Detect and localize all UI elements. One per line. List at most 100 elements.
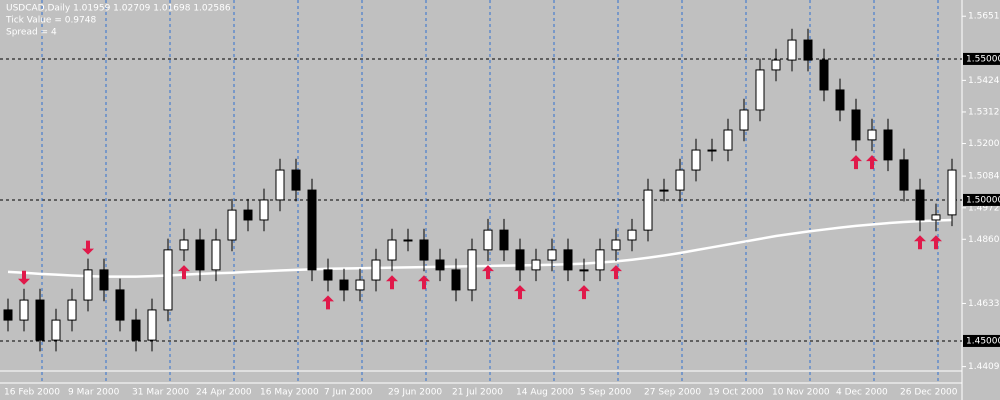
level-label: 1.45000 [966,336,1000,346]
header-line: Tick Value = 0.9748 [5,16,96,26]
y-tick-label: 1.50845 [968,172,1000,182]
candle-body [227,209,237,241]
x-tick-label: 24 Apr 2000 [196,388,252,398]
x-tick-label: 21 Jul 2000 [452,388,503,398]
buy-arrow [386,275,398,290]
candle-body [83,269,93,301]
candle-body [915,189,925,221]
candle-body [611,239,621,251]
candle-body [691,149,701,171]
candle-body [867,129,877,141]
candle-body [67,299,77,321]
candle-body [499,229,509,251]
candle-body [291,169,301,191]
sell-arrow [18,270,30,285]
level-label-box [963,193,1000,206]
candle-body [931,214,941,221]
candle-body [195,239,205,271]
candle-body [3,309,13,321]
candle-body [547,249,557,261]
candle-body [851,109,861,141]
candle-body [627,229,637,241]
buy-arrow [866,155,878,170]
candle-body [515,249,525,271]
candle-body [211,239,221,271]
marks [3,28,957,352]
candle-body [275,169,285,201]
candle-body [19,299,29,321]
candle-body [835,89,845,111]
x-tick-label: 9 Mar 2000 [68,388,120,398]
candle-body [451,269,461,291]
x-tick-label: 16 May 2000 [260,388,319,398]
buy-arrow [482,265,494,280]
level-label-box [963,334,1000,347]
level-label: 1.50000 [966,195,1000,205]
y-tick-label: 1.4972 [968,203,1000,213]
candle-body [755,69,765,111]
x-tick-label: 26 Dec 2000 [900,388,958,398]
candle-body [803,39,813,61]
candle-body [947,169,957,216]
candle-body [531,259,541,271]
candle-body [771,59,781,71]
buy-arrow [514,285,526,300]
level-label: 1.55000 [966,54,1000,64]
x-tick-label: 29 Jun 2000 [388,388,442,398]
candle-body [739,109,749,131]
candle-body [643,189,653,231]
buy-arrow [914,235,926,250]
y-tick-label: 1.56515 [968,12,1000,22]
y-tick-label: 1.4633 [968,299,1000,309]
candle-body [307,189,317,271]
candle-body [179,239,189,251]
x-tick-label: 10 Nov 2000 [772,388,830,398]
candle-body [259,199,269,221]
candle-body [563,249,573,271]
candle-body [131,319,141,341]
y-tick-label: 1.5424 [968,76,1000,86]
candle-body [595,249,605,271]
candle-body [371,259,381,281]
candle-body [115,289,125,321]
buy-arrow [930,235,942,250]
candle-body [883,129,893,161]
y-tick-label: 1.4409 [968,362,1000,372]
candle-body [435,259,445,271]
y-tick-label: 1.5200 [968,139,1000,149]
y-tick-label: 1.5312 [968,107,1000,117]
header-line: Spread = 4 [6,28,57,38]
candle-body [899,159,909,191]
buy-arrow [578,285,590,300]
buy-arrow [610,265,622,280]
candle-body [467,249,477,291]
x-tick-label: 7 Jun 2000 [324,388,373,398]
candle-body [403,239,413,242]
candle-body [419,239,429,261]
x-tick-label: 4 Dec 2000 [836,388,888,398]
x-tick-label: 14 Aug 2000 [516,388,574,398]
x-tick-label: 16 Feb 2000 [4,388,60,398]
candle-body [387,239,397,261]
candle-body [723,129,733,151]
candle-body [147,309,157,341]
candle-body [707,149,717,152]
candle-body [579,269,589,272]
x-tick-label: 5 Sep 2000 [580,388,632,398]
candle-body [323,269,333,281]
buy-arrow [322,295,334,310]
candle-body [675,169,685,191]
candle-body [163,249,173,311]
grid [0,0,962,383]
y-tick-label: 1.48605 [968,235,1000,245]
sell-arrow [82,240,94,255]
candle-body [339,279,349,291]
x-tick-label: 31 Mar 2000 [132,388,189,398]
candle-body [787,39,797,61]
buy-arrow [178,265,190,280]
header-line: USDCAD,Daily 1.01959 1.02709 1.01698 1.0… [6,4,231,14]
candle-body [51,319,61,341]
level-label-box [963,52,1000,65]
buy-arrow [850,155,862,170]
